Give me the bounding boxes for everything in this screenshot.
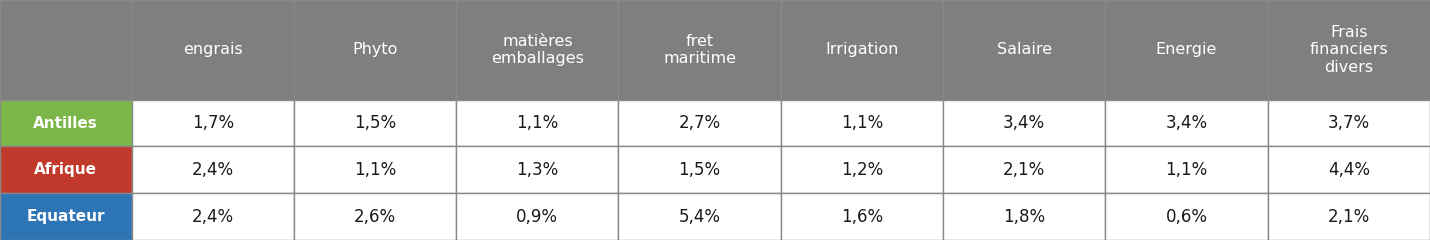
Bar: [1267, 100, 1430, 146]
Bar: [944, 193, 1105, 240]
Text: 1,7%: 1,7%: [192, 114, 233, 132]
Text: matières
emballages: matières emballages: [490, 34, 583, 66]
Text: Equateur: Equateur: [27, 209, 104, 224]
Text: 2,6%: 2,6%: [355, 208, 396, 226]
Bar: [295, 146, 456, 193]
Bar: [781, 193, 944, 240]
Text: 0,6%: 0,6%: [1165, 208, 1207, 226]
Text: 2,7%: 2,7%: [679, 114, 721, 132]
Text: engrais: engrais: [183, 42, 243, 57]
Bar: [781, 146, 944, 193]
Text: Phyto: Phyto: [352, 42, 398, 57]
Bar: [1267, 146, 1430, 193]
Text: 1,2%: 1,2%: [841, 161, 884, 179]
Bar: [132, 146, 295, 193]
Bar: [0, 0, 132, 100]
Bar: [456, 193, 618, 240]
Text: Antilles: Antilles: [33, 115, 99, 131]
Text: Salaire: Salaire: [997, 42, 1052, 57]
Bar: [0, 193, 132, 240]
Text: 1,1%: 1,1%: [516, 114, 559, 132]
Bar: [944, 0, 1105, 100]
Bar: [1267, 0, 1430, 100]
Bar: [1105, 193, 1268, 240]
Bar: [1105, 100, 1268, 146]
Bar: [618, 100, 781, 146]
Text: 1,8%: 1,8%: [1004, 208, 1045, 226]
Bar: [1267, 193, 1430, 240]
Text: 3,7%: 3,7%: [1328, 114, 1370, 132]
Text: Energie: Energie: [1155, 42, 1217, 57]
Text: 2,4%: 2,4%: [192, 208, 233, 226]
Text: 1,1%: 1,1%: [841, 114, 884, 132]
Bar: [1105, 0, 1268, 100]
Bar: [781, 0, 944, 100]
Bar: [456, 100, 618, 146]
Bar: [618, 146, 781, 193]
Bar: [944, 146, 1105, 193]
Bar: [132, 0, 295, 100]
Bar: [1105, 146, 1268, 193]
Bar: [456, 146, 618, 193]
Text: Frais
financiers
divers: Frais financiers divers: [1310, 25, 1389, 75]
Text: 1,1%: 1,1%: [1165, 161, 1208, 179]
Text: fret
maritime: fret maritime: [664, 34, 736, 66]
Bar: [618, 193, 781, 240]
Text: 0,9%: 0,9%: [516, 208, 558, 226]
Text: 3,4%: 3,4%: [1004, 114, 1045, 132]
Text: 2,4%: 2,4%: [192, 161, 233, 179]
Bar: [295, 193, 456, 240]
Text: 1,1%: 1,1%: [353, 161, 396, 179]
Text: 1,3%: 1,3%: [516, 161, 559, 179]
Bar: [132, 193, 295, 240]
Text: 1,5%: 1,5%: [679, 161, 721, 179]
Bar: [295, 0, 456, 100]
Text: 2,1%: 2,1%: [1327, 208, 1370, 226]
Text: 5,4%: 5,4%: [679, 208, 721, 226]
Text: Afrique: Afrique: [34, 162, 97, 177]
Bar: [295, 100, 456, 146]
Text: 1,6%: 1,6%: [841, 208, 882, 226]
Bar: [456, 0, 618, 100]
Text: 4,4%: 4,4%: [1328, 161, 1370, 179]
Bar: [781, 100, 944, 146]
Text: 1,5%: 1,5%: [355, 114, 396, 132]
Bar: [0, 146, 132, 193]
Text: Irrigation: Irrigation: [825, 42, 898, 57]
Text: 3,4%: 3,4%: [1165, 114, 1207, 132]
Bar: [132, 100, 295, 146]
Text: 2,1%: 2,1%: [1002, 161, 1045, 179]
Bar: [944, 100, 1105, 146]
Bar: [0, 100, 132, 146]
Bar: [618, 0, 781, 100]
